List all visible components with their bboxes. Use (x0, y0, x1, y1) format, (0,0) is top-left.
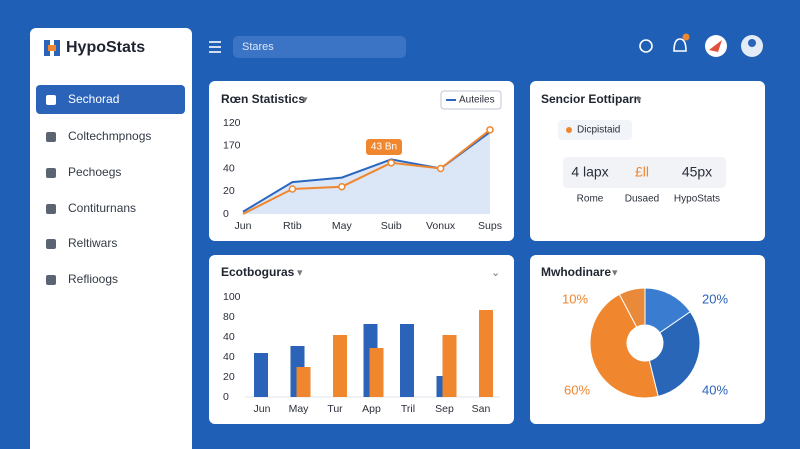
bar (479, 310, 493, 397)
nav-icon (46, 204, 56, 214)
line (242, 129, 491, 215)
dropdown-caret[interactable]: ▾ (612, 267, 618, 279)
sidebar (30, 28, 192, 449)
active-item[interactable] (36, 85, 185, 114)
annotation: 43 Bn (371, 142, 397, 153)
y-tick-label: 0 (223, 208, 229, 220)
bell-icon[interactable] (673, 38, 687, 52)
point (288, 185, 297, 193)
stat-label: Dusaed (625, 194, 659, 205)
avatar-logo (709, 40, 722, 52)
point (387, 159, 395, 167)
pie-label: 60% (564, 382, 590, 397)
x-tick-label: Jun (235, 220, 252, 232)
bar (369, 348, 384, 397)
dropdown-caret[interactable]: ▾ (636, 94, 642, 106)
nav-icon (46, 168, 56, 178)
bar (400, 324, 414, 397)
nav-label[interactable]: Coltechmpnogs (68, 129, 151, 143)
point (486, 126, 494, 134)
y-tick-label: 100 (223, 291, 241, 303)
chip[interactable] (558, 120, 632, 140)
x-tick-label: App (362, 403, 381, 415)
settings-icon[interactable] (639, 39, 653, 53)
search-placeholder: Stares (242, 41, 274, 53)
card (209, 255, 514, 424)
stat-label: Rome (577, 194, 604, 205)
pie-label: 10% (562, 291, 588, 306)
stat-value: 45px (682, 164, 712, 180)
dropdown-caret[interactable]: ▾ (302, 94, 308, 106)
y-tick-label: 20 (223, 185, 235, 197)
nav-label[interactable]: Reflioogs (68, 272, 118, 286)
pie-label: 40% (702, 382, 728, 397)
bar (254, 353, 268, 397)
pie-slice (648, 311, 701, 398)
card-title: Mwhodinare (541, 265, 611, 279)
card-title: Sencior Eottiparn (541, 92, 641, 106)
search-box[interactable] (233, 36, 406, 58)
x-tick-label: Vonux (426, 220, 456, 232)
x-tick-label: May (289, 403, 310, 415)
pie-label: 20% (702, 291, 728, 306)
stat-value: 4 lapx (571, 164, 608, 180)
card-title: Ecotboguras (221, 265, 295, 279)
bar (296, 367, 311, 397)
nav-label[interactable]: Pechoegs (68, 165, 121, 179)
menu-icon[interactable] (209, 41, 221, 53)
nav-icon (46, 275, 56, 285)
bar (442, 335, 457, 397)
point (338, 182, 346, 191)
nav-icon (46, 239, 56, 249)
x-tick-label: Sep (435, 403, 454, 415)
x-tick-label: Tur (327, 403, 343, 415)
y-tick-label: 120 (223, 117, 241, 129)
x-tick-label: Tril (401, 403, 415, 415)
logo (44, 40, 60, 56)
y-tick-label: 80 (223, 311, 235, 323)
y-tick-label: 40 (223, 351, 235, 363)
nav-label[interactable]: Reltiwars (68, 236, 117, 250)
card (530, 255, 765, 424)
y-tick-label: 20 (223, 371, 235, 383)
x-tick-label: Rtib (283, 220, 302, 232)
annotation-box (366, 139, 402, 155)
stat-value: £ll (635, 164, 649, 180)
legend-label: Auteiles (459, 95, 495, 106)
x-tick-label: Sups (478, 220, 502, 232)
y-tick-label: 170 (223, 140, 241, 152)
stat-box (563, 157, 726, 188)
card-title: Rœn Statistics (221, 92, 305, 106)
pie-slice (589, 293, 659, 399)
area (243, 132, 490, 214)
dropdown-caret[interactable]: ▾ (297, 267, 303, 279)
nav-label[interactable]: Sechorad (68, 92, 119, 106)
nav-icon (46, 132, 56, 142)
x-tick-label: San (472, 403, 491, 415)
legend-box (440, 90, 502, 110)
nav-label[interactable]: Contiturnans (68, 201, 136, 215)
pie-slice (618, 287, 646, 328)
brand: HypoStats (66, 39, 145, 56)
bar (333, 335, 347, 397)
user-head (748, 39, 756, 47)
nav-icon (46, 95, 56, 105)
collapse-caret[interactable]: ⌄ (491, 267, 500, 279)
stat-label: HypoStats (674, 194, 720, 205)
chip-label: Dicpistaid (577, 125, 620, 136)
x-tick-label: Suib (381, 220, 402, 232)
chip-dot (566, 127, 572, 133)
point (436, 164, 445, 173)
badge (682, 33, 690, 41)
x-tick-label: Jun (254, 403, 271, 415)
y-tick-label: 0 (223, 391, 229, 403)
y-tick-label: 40 (223, 162, 235, 174)
y-tick-label: 40 (223, 331, 235, 343)
x-tick-label: May (332, 220, 353, 232)
